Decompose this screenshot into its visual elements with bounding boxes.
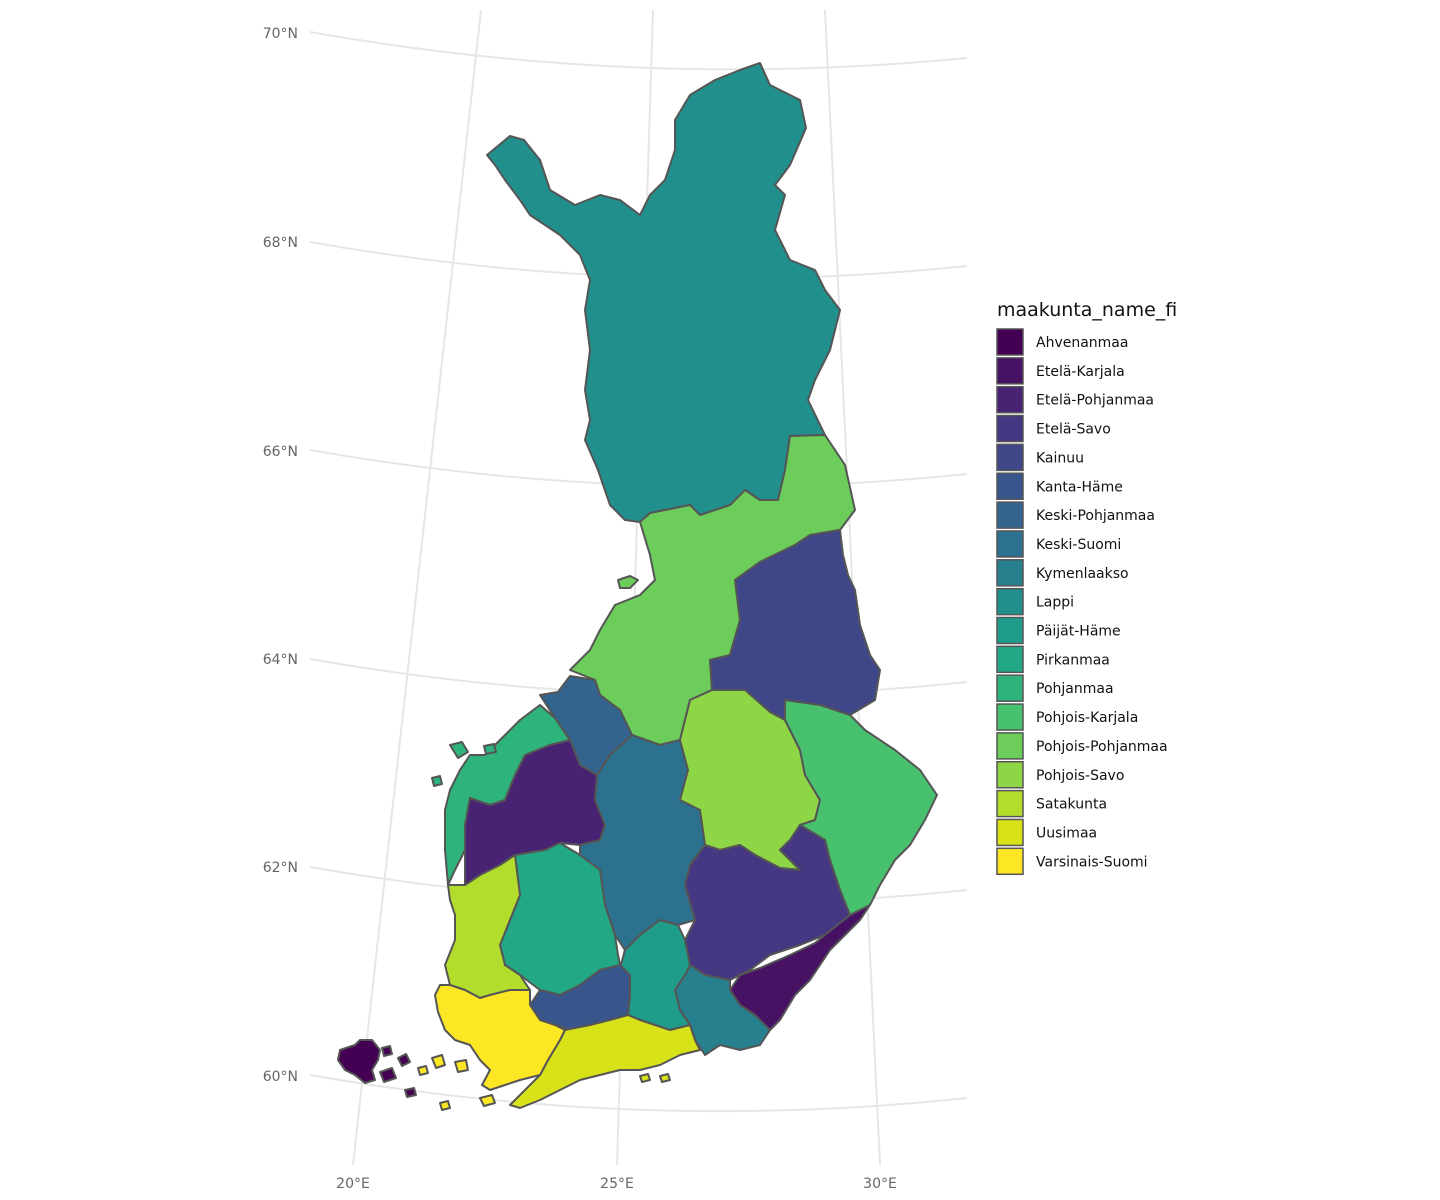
legend-key-pohjois-karjala [996,703,1024,731]
lat-label-68: 68°N [263,235,298,251]
legend-key-kanta-h-me [996,472,1024,500]
legend-label-pohjois-pohjanmaa: Pohjois-Pohjanmaa [1036,739,1168,755]
legend-label-p-ij-t-h-me: Päijät-Häme [1036,624,1121,640]
legend-key-pirkanmaa [996,645,1024,674]
legend-label-etel-pohjanmaa: Etelä-Pohjanmaa [1036,393,1154,409]
legend-key-p-ij-t-h-me [996,616,1024,645]
legend-key-lappi [996,587,1024,616]
legend-key-varsinais-suomi [996,847,1024,876]
region-pohjanmaa-islands-2[interactable] [431,775,443,787]
legend-label-pohjois-savo: Pohjois-Savo [1036,768,1124,784]
lat-label-60: 60°N [263,1069,298,1085]
legend-label-keski-pohjanmaa: Keski-Pohjanmaa [1036,508,1155,524]
legend-key-satakunta [996,789,1024,818]
lon-label-20: 20°E [336,1176,370,1192]
lat-label-64: 64°N [263,652,298,668]
region-varsinais-suomi-islands-5[interactable] [417,1065,429,1076]
legend-key-keski-suomi [996,530,1024,558]
region-lappi[interactable] [486,62,841,523]
region-varsinais-suomi-islands-1[interactable] [431,1054,446,1069]
lat-label-66: 66°N [263,444,298,460]
region-ahvenanmaa-islands-2[interactable] [397,1053,411,1067]
lat-label-70: 70°N [263,26,298,42]
gridline-70n [309,31,968,71]
legend-label-keski-suomi: Keski-Suomi [1036,537,1121,553]
region-pohjois-karjala[interactable] [784,699,938,916]
region-varsinais-suomi-islands-2[interactable] [454,1059,469,1073]
legend-label-pohjois-karjala: Pohjois-Karjala [1036,710,1138,726]
legend-label-kymenlaakso: Kymenlaakso [1036,566,1129,582]
region-uusimaa[interactable] [509,1014,701,1109]
lon-tick-labels: 20°E 25°E 30°E [336,1176,897,1192]
legend-label-pirkanmaa: Pirkanmaa [1036,652,1110,668]
legend-label-etel-karjala: Etelä-Karjala [1036,364,1125,380]
legend-title: maakunta_name_fi [997,299,1177,321]
region-ahvenanmaa[interactable] [337,1039,381,1084]
gridline-60n [309,1074,968,1113]
legend-label-kainuu: Kainuu [1036,450,1084,466]
legend-items: Ahvenanmaa Etelä-Karjala Etelä-Pohjanmaa Et… [996,328,1168,876]
lon-label-25: 25°E [600,1176,634,1192]
legend-label-satakunta: Satakunta [1036,797,1107,813]
region-etela-karjala[interactable] [729,904,871,1031]
gridline-20e [352,9,482,1166]
lat-tick-labels: 70°N 68°N 66°N 64°N 62°N 60°N [263,26,298,1085]
region-varsinais-suomi-islands-4[interactable] [439,1100,451,1111]
region-varsinais-suomi-islands-3[interactable] [479,1094,496,1107]
legend-key-kainuu [996,443,1024,472]
legend-key-kymenlaakso [996,559,1024,587]
legend-label-varsinais-suomi: Varsinais-Suomi [1036,854,1148,870]
legend-key-pohjois-savo [996,761,1024,789]
legend: maakunta_name_fi Ahvenanmaa Etelä-Karjala… [996,299,1177,876]
legend-label-lappi: Lappi [1036,595,1074,611]
region-uusimaa-islands-2[interactable] [639,1073,651,1083]
legend-key-pohjois-pohjanmaa [996,732,1024,760]
legend-label-pohjanmaa: Pohjanmaa [1036,681,1114,697]
region-uusimaa-islands-1[interactable] [659,1073,671,1083]
region-ahvenanmaa-islands-3[interactable] [404,1087,417,1098]
legend-label-etel-savo: Etelä-Savo [1036,422,1111,438]
legend-key-keski-pohjanmaa [996,501,1024,529]
legend-key-etel-savo [996,414,1024,443]
legend-key-uusimaa [996,818,1024,847]
legend-key-etel-karjala [996,357,1024,385]
legend-key-etel-pohjanmaa [996,385,1024,414]
lon-label-30: 30°E [863,1176,897,1192]
legend-label-kanta-h-me: Kanta-Häme [1036,479,1123,495]
region-pohjanmaa-islands-1[interactable] [449,741,469,759]
legend-label-ahvenanmaa: Ahvenanmaa [1036,335,1128,351]
region-ahvenanmaa-islands-4[interactable] [381,1045,393,1057]
region-pohjois-pohjanmaa-islet[interactable] [617,575,639,589]
legend-key-pohjanmaa [996,674,1024,702]
lat-label-62: 62°N [263,860,298,876]
legend-key-ahvenanmaa [996,328,1024,356]
legend-label-uusimaa: Uusimaa [1036,825,1097,841]
region-pohjanmaa-islands-3[interactable] [483,743,497,755]
regions [337,62,938,1111]
region-varsinais-suomi[interactable] [434,984,566,1091]
region-ahvenanmaa-islands-1[interactable] [379,1067,397,1083]
